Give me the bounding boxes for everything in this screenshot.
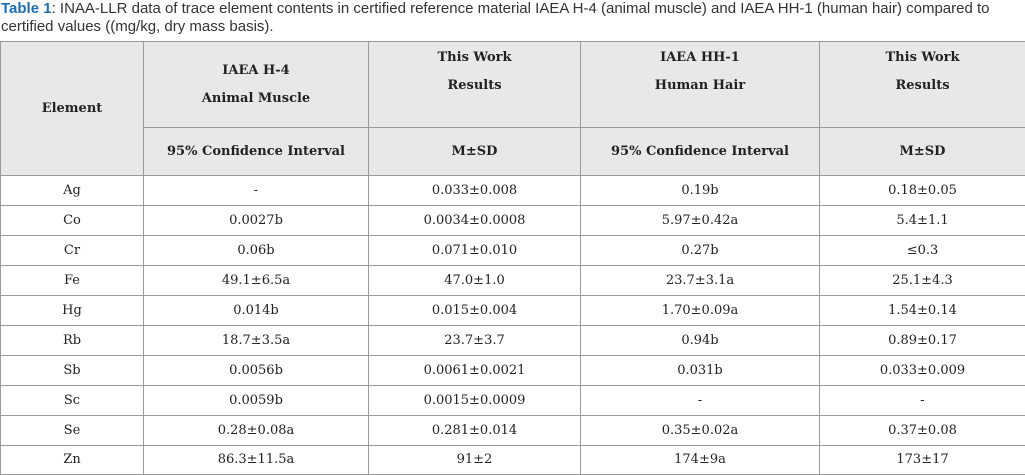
- header-iaea-hh1-title: IAEA HH-1: [660, 50, 740, 65]
- data-table: Element IAEA H-4 Animal Muscle This Work…: [0, 41, 1025, 475]
- cell-h4-result: 91±2: [369, 446, 581, 475]
- cell-hh1-result: 25.1±4.3: [820, 266, 1025, 296]
- cell-element: Fe: [1, 266, 144, 296]
- cell-h4-result: 0.015±0.004: [369, 296, 581, 326]
- header-ci-hh1: 95% Confidence Interval: [581, 128, 820, 176]
- header-ci-h4: 95% Confidence Interval: [144, 128, 369, 176]
- cell-h4-ci: 0.0056b: [144, 356, 369, 386]
- header-this-work-1-title: This Work: [438, 50, 512, 65]
- cell-element: Sc: [1, 386, 144, 416]
- table-row: Sc 0.0059b 0.0015±0.0009 - -: [1, 386, 1025, 416]
- cell-h4-ci: 0.014b: [144, 296, 369, 326]
- cell-element: Zn: [1, 446, 144, 475]
- cell-hh1-result: 5.4±1.1: [820, 206, 1025, 236]
- table-row: Fe 49.1±6.5a 47.0±1.0 23.7±3.1a 25.1±4.3: [1, 266, 1025, 296]
- cell-element: Ag: [1, 176, 144, 206]
- cell-h4-ci: 0.06b: [144, 236, 369, 266]
- header-iaea-h4: IAEA H-4 Animal Muscle: [144, 42, 369, 128]
- table-caption: Table 1: INAA-LLR data of trace element …: [1, 0, 1023, 36]
- header-this-work-2-subtitle: Results: [824, 76, 1021, 96]
- cell-hh1-ci: 0.94b: [581, 326, 820, 356]
- caption-text: : INAA-LLR data of trace element content…: [1, 0, 990, 35]
- cell-h4-result: 0.0015±0.0009: [369, 386, 581, 416]
- cell-h4-ci: 0.0059b: [144, 386, 369, 416]
- table-row: Co 0.0027b 0.0034±0.0008 5.97±0.42a 5.4±…: [1, 206, 1025, 236]
- header-iaea-h4-title: IAEA H-4: [148, 61, 364, 81]
- table-label: Table 1: [1, 0, 52, 17]
- cell-h4-ci: -: [144, 176, 369, 206]
- cell-hh1-ci: 0.35±0.02a: [581, 416, 820, 446]
- table-row: Sb 0.0056b 0.0061±0.0021 0.031b 0.033±0.…: [1, 356, 1025, 386]
- header-row-top: Element IAEA H-4 Animal Muscle This Work…: [1, 42, 1025, 128]
- cell-h4-result: 0.033±0.008: [369, 176, 581, 206]
- cell-element: Cr: [1, 236, 144, 266]
- cell-hh1-result: 1.54±0.14: [820, 296, 1025, 326]
- header-row-sub: 95% Confidence Interval M±SD 95% Confide…: [1, 128, 1025, 176]
- table-row: Cr 0.06b 0.071±0.010 0.27b ≤0.3: [1, 236, 1025, 266]
- cell-element: Se: [1, 416, 144, 446]
- cell-element: Rb: [1, 326, 144, 356]
- cell-h4-ci: 18.7±3.5a: [144, 326, 369, 356]
- cell-hh1-ci: 5.97±0.42a: [581, 206, 820, 236]
- cell-element: Hg: [1, 296, 144, 326]
- cell-h4-result: 23.7±3.7: [369, 326, 581, 356]
- cell-hh1-result: -: [820, 386, 1025, 416]
- cell-hh1-ci: 1.70±0.09a: [581, 296, 820, 326]
- cell-h4-result: 0.0034±0.0008: [369, 206, 581, 236]
- header-this-work-2: This Work Results: [820, 42, 1025, 128]
- cell-hh1-result: 0.37±0.08: [820, 416, 1025, 446]
- cell-element: Co: [1, 206, 144, 236]
- header-msd-1: M±SD: [369, 128, 581, 176]
- header-this-work-2-title: This Work: [886, 50, 960, 65]
- table-row: Hg 0.014b 0.015±0.004 1.70±0.09a 1.54±0.…: [1, 296, 1025, 326]
- cell-h4-ci: 49.1±6.5a: [144, 266, 369, 296]
- header-iaea-h4-subtitle: Animal Muscle: [148, 89, 364, 109]
- cell-hh1-ci: 0.031b: [581, 356, 820, 386]
- table-row: Rb 18.7±3.5a 23.7±3.7 0.94b 0.89±0.17: [1, 326, 1025, 356]
- header-this-work-1: This Work Results: [369, 42, 581, 128]
- header-msd-2: M±SD: [820, 128, 1025, 176]
- header-element: Element: [1, 42, 144, 176]
- header-this-work-1-subtitle: Results: [373, 76, 576, 96]
- table-row: Zn 86.3±11.5a 91±2 174±9a 173±17: [1, 446, 1025, 475]
- cell-hh1-ci: 0.27b: [581, 236, 820, 266]
- cell-hh1-result: 173±17: [820, 446, 1025, 475]
- cell-h4-ci: 86.3±11.5a: [144, 446, 369, 475]
- table-row: Se 0.28±0.08a 0.281±0.014 0.35±0.02a 0.3…: [1, 416, 1025, 446]
- cell-h4-result: 0.071±0.010: [369, 236, 581, 266]
- cell-h4-result: 47.0±1.0: [369, 266, 581, 296]
- cell-hh1-result: 0.033±0.009: [820, 356, 1025, 386]
- cell-element: Sb: [1, 356, 144, 386]
- cell-hh1-result: 0.89±0.17: [820, 326, 1025, 356]
- cell-hh1-result: 0.18±0.05: [820, 176, 1025, 206]
- cell-h4-ci: 0.28±0.08a: [144, 416, 369, 446]
- cell-hh1-ci: -: [581, 386, 820, 416]
- cell-hh1-ci: 23.7±3.1a: [581, 266, 820, 296]
- cell-h4-result: 0.281±0.014: [369, 416, 581, 446]
- cell-h4-result: 0.0061±0.0021: [369, 356, 581, 386]
- header-iaea-hh1-subtitle: Human Hair: [585, 76, 815, 96]
- table-row: Ag - 0.033±0.008 0.19b 0.18±0.05: [1, 176, 1025, 206]
- cell-h4-ci: 0.0027b: [144, 206, 369, 236]
- cell-hh1-ci: 0.19b: [581, 176, 820, 206]
- cell-hh1-ci: 174±9a: [581, 446, 820, 475]
- header-iaea-hh1: IAEA HH-1 Human Hair: [581, 42, 820, 128]
- cell-hh1-result: ≤0.3: [820, 236, 1025, 266]
